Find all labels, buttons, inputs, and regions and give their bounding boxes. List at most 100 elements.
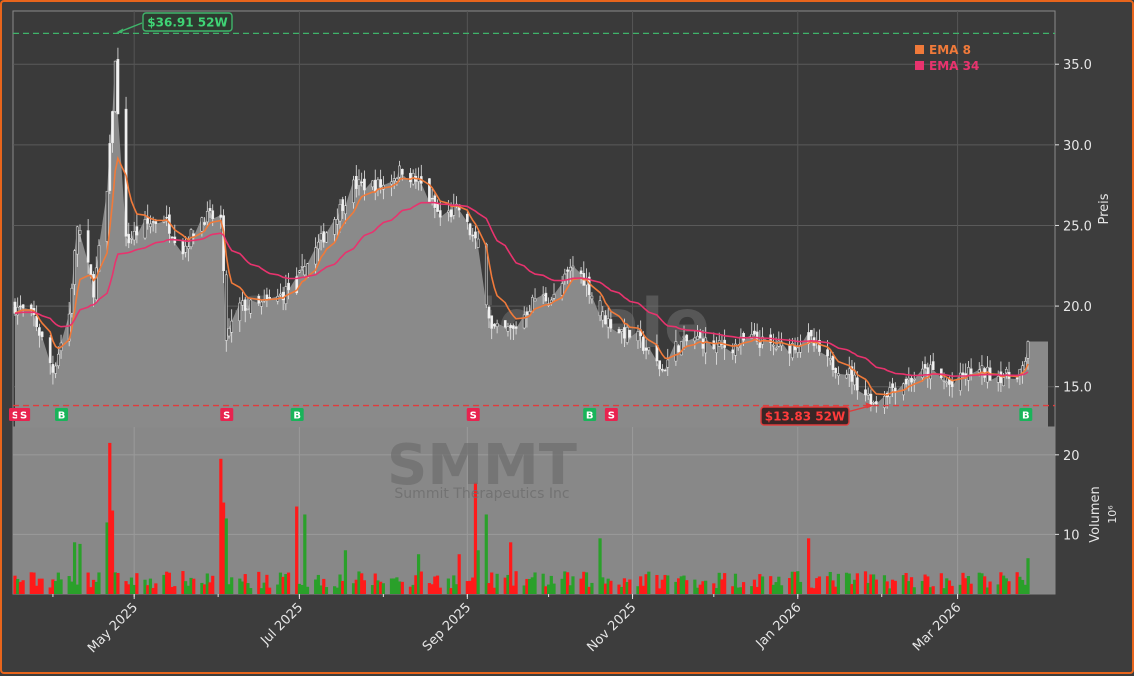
volume-bar — [416, 554, 421, 594]
volume-bar — [427, 583, 432, 594]
candle-body — [866, 393, 870, 396]
volume-bar — [381, 583, 385, 594]
signal-label: S — [12, 410, 19, 421]
volume-bar — [51, 579, 55, 594]
candle-body — [834, 367, 838, 373]
candle-body — [40, 331, 44, 338]
volume-bar — [373, 573, 377, 594]
candle-body — [674, 341, 678, 362]
candle-body — [354, 176, 358, 189]
signal-badge-b — [290, 408, 304, 421]
volume-bar — [503, 577, 507, 594]
candle-body — [92, 274, 95, 298]
volume-bar — [912, 587, 916, 594]
signal-label: S — [608, 410, 615, 421]
volume-bar — [40, 578, 44, 594]
volume-bar — [376, 580, 380, 594]
volume-bar — [590, 582, 594, 594]
volume-bar — [720, 579, 724, 594]
volume-bar — [124, 581, 128, 594]
volume-bar — [360, 573, 364, 594]
volume-bar — [18, 581, 23, 594]
candle-body — [67, 313, 71, 342]
volume-bar — [609, 580, 613, 594]
candle-body — [35, 315, 39, 328]
volume-bar — [446, 578, 450, 594]
candle-body — [246, 308, 250, 310]
candle-body — [476, 238, 480, 248]
volume-bar — [739, 587, 743, 594]
high-52w-arrowhead — [116, 28, 124, 34]
volume-bar — [514, 571, 518, 594]
volume-bar — [148, 578, 153, 594]
candle-body — [89, 264, 93, 276]
volume-bar — [395, 577, 399, 594]
candle-body — [774, 347, 778, 350]
signal-badge-b — [583, 408, 597, 421]
volume-bar — [1015, 572, 1019, 594]
volume-bar — [452, 575, 456, 594]
candle-body — [850, 366, 854, 382]
signal-label: B — [1022, 410, 1030, 421]
candle-body — [912, 378, 916, 381]
candle-body — [1015, 377, 1019, 380]
volume-bar — [224, 518, 228, 594]
candle-body — [224, 274, 228, 341]
volume-bar — [297, 583, 301, 594]
volume-bar — [807, 538, 811, 594]
candle-body — [826, 349, 829, 357]
candle-body — [677, 345, 680, 353]
candle-body — [533, 298, 537, 302]
candle-body — [620, 329, 624, 332]
volume-scale-label: 10⁶ — [1106, 505, 1119, 524]
volume-tick-label: 20 — [1063, 449, 1080, 464]
candle-body — [86, 230, 90, 263]
candle-body — [21, 304, 25, 309]
candle-body — [772, 344, 775, 347]
volume-bar — [774, 582, 778, 594]
candle-body — [130, 238, 133, 240]
candle-body — [127, 233, 131, 244]
candle-body — [623, 327, 626, 339]
volume-bar — [606, 578, 610, 594]
candle-body — [525, 311, 529, 315]
volume-bar — [942, 588, 946, 594]
legend-label: EMA 34 — [929, 59, 979, 73]
volume-bar — [189, 577, 193, 594]
candle-body — [73, 250, 76, 285]
volume-bar — [598, 538, 602, 594]
volume-bar — [931, 586, 935, 594]
volume-bar — [392, 578, 396, 594]
candle-body — [921, 368, 924, 378]
volume-bar — [565, 572, 570, 594]
candle-body — [942, 379, 946, 382]
candle-body — [799, 344, 802, 353]
signal-label: B — [293, 410, 301, 421]
volume-bar — [985, 587, 989, 594]
volume-bar — [888, 588, 892, 594]
volume-bar — [872, 574, 876, 594]
volume-bar — [400, 581, 404, 594]
volume-bar — [980, 573, 984, 594]
volume-bar — [714, 588, 719, 594]
candle-body — [135, 226, 139, 236]
volume-bar — [844, 572, 849, 594]
volume-bar — [647, 571, 651, 594]
candle-body — [192, 233, 196, 237]
volume-bar — [135, 573, 139, 594]
volume-axis-label: Volumen — [1088, 486, 1103, 543]
candle-body — [1026, 341, 1030, 359]
candle-body — [590, 295, 594, 300]
candle-body — [238, 302, 242, 321]
volume-bar — [319, 585, 323, 594]
volume-bar — [113, 572, 117, 594]
volume-bar — [240, 581, 245, 594]
volume-bar — [882, 575, 887, 594]
candle-body — [111, 111, 114, 144]
volume-bar — [966, 576, 971, 594]
volume-bar — [91, 579, 96, 594]
volume-bar — [324, 587, 329, 594]
volume-bar — [964, 578, 968, 594]
volume-bar — [695, 587, 700, 594]
volume-bar — [603, 583, 608, 594]
